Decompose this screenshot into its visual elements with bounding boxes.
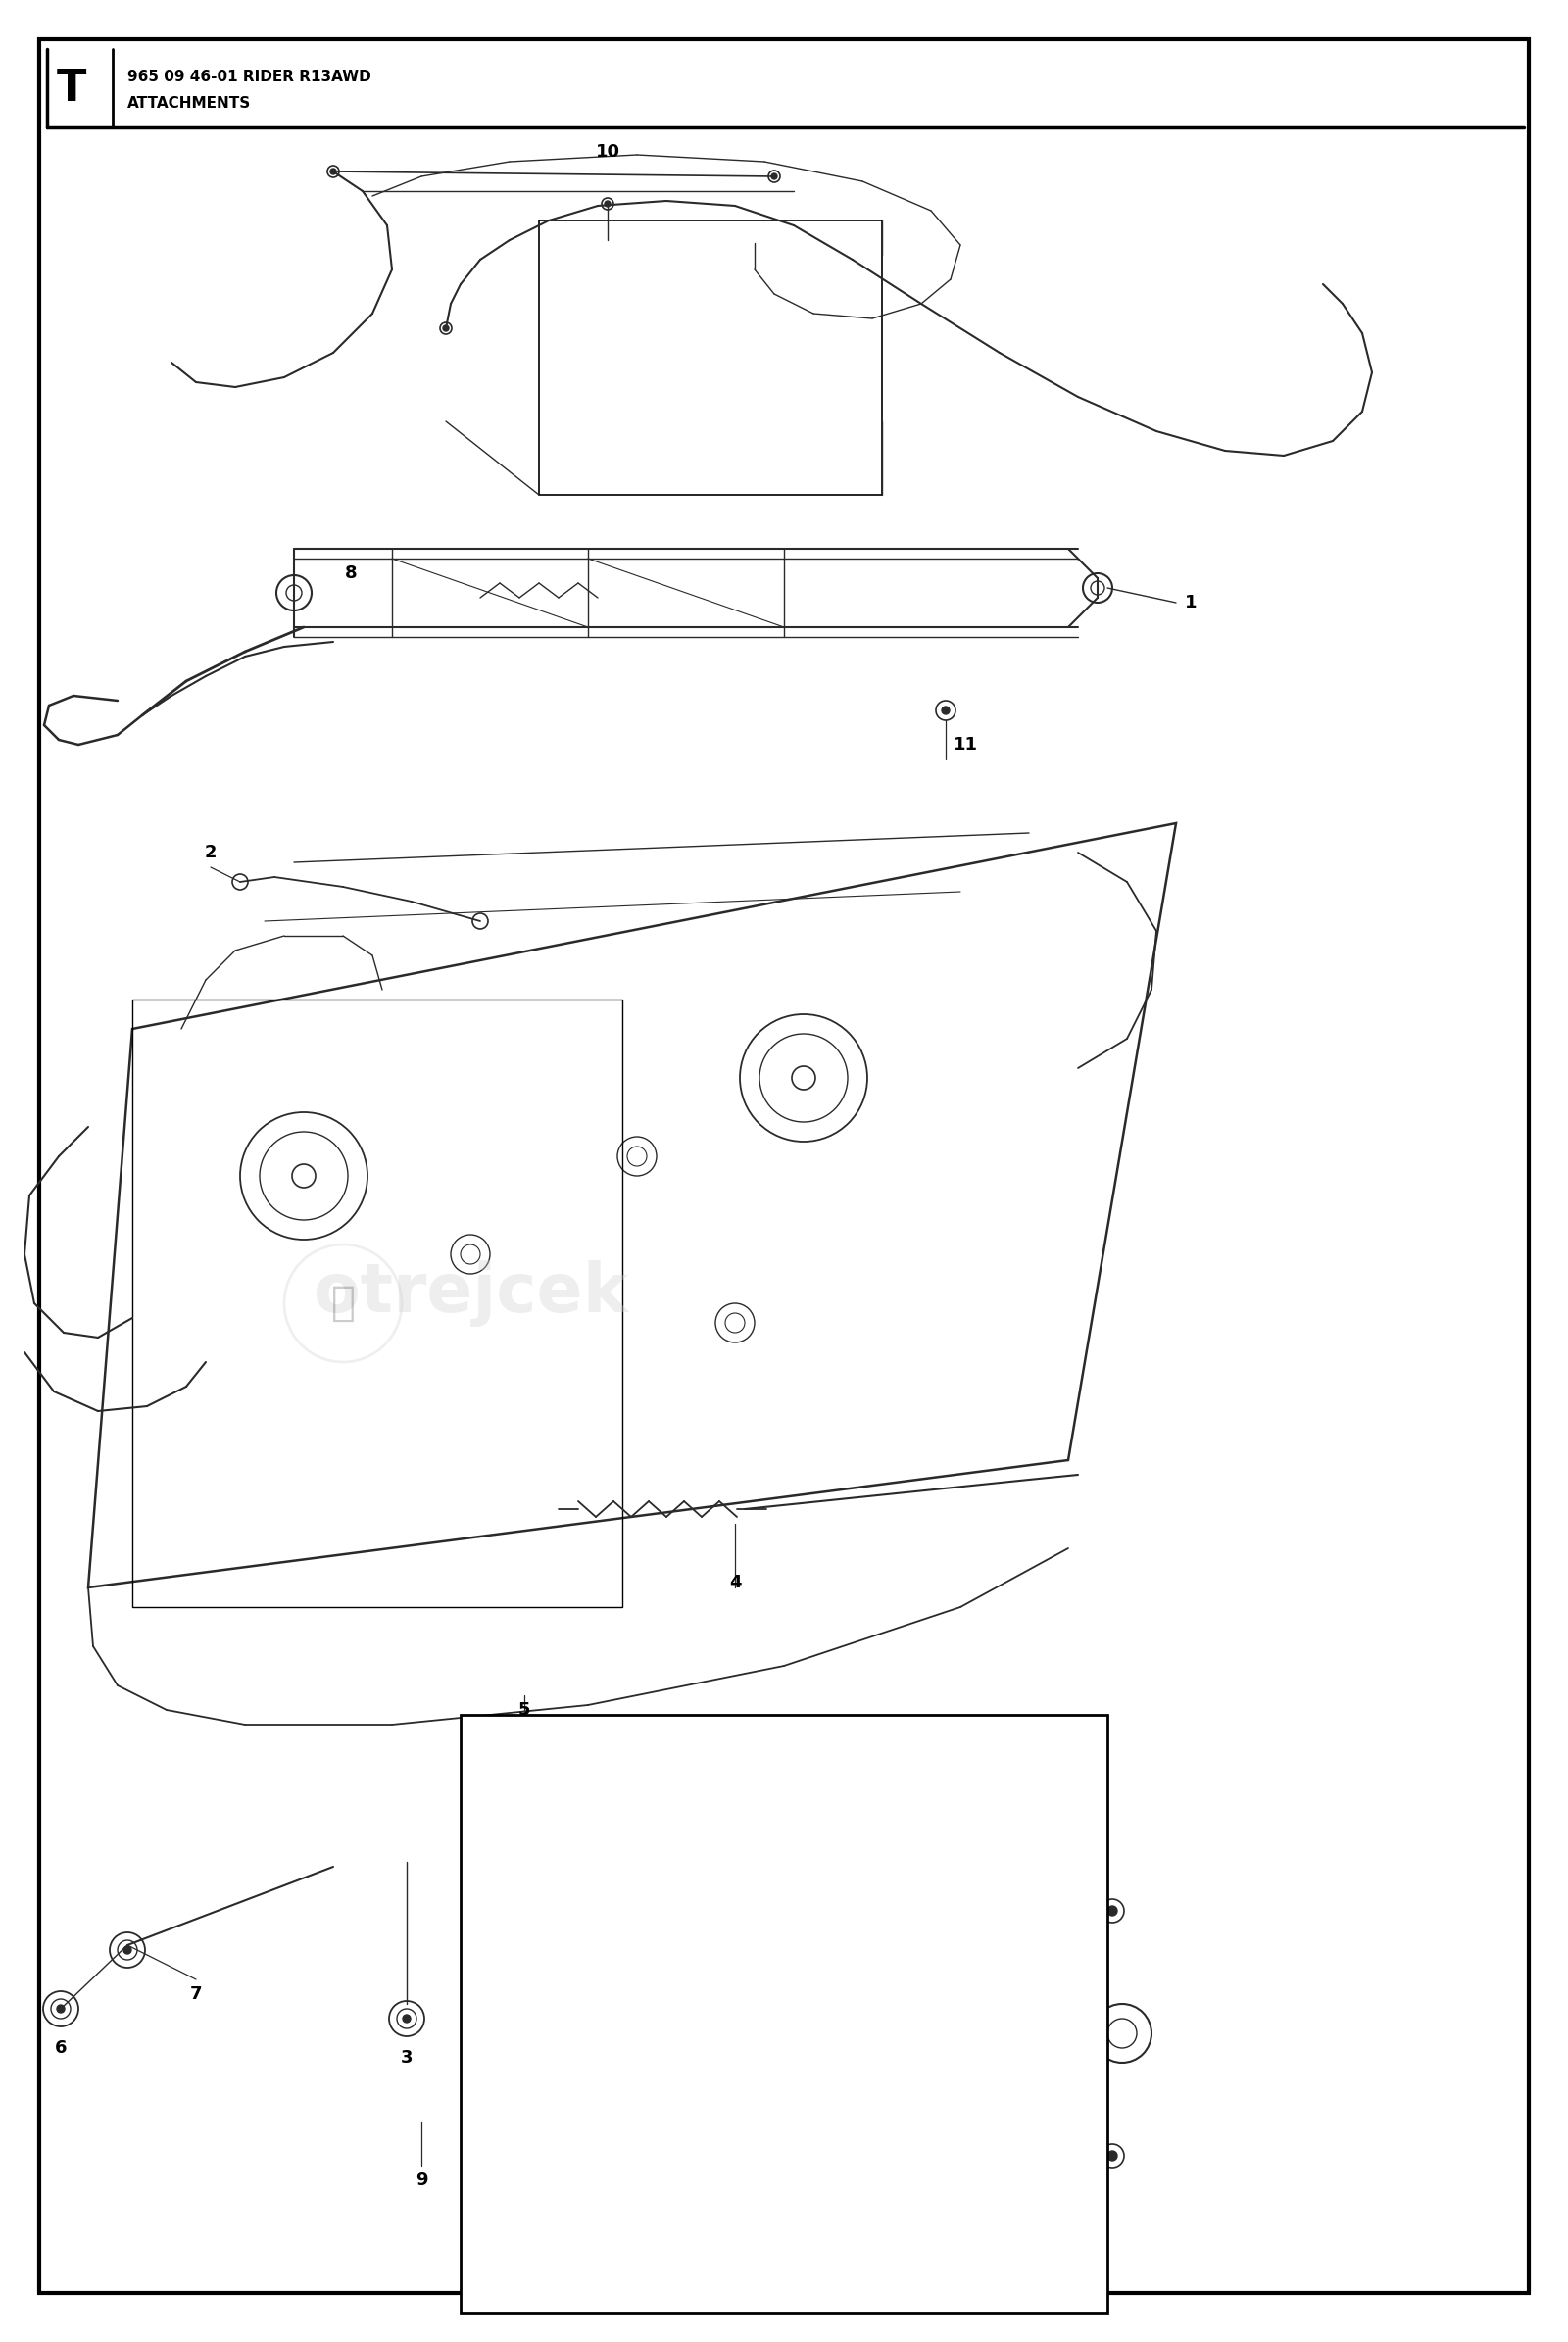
Circle shape [936,700,955,721]
Circle shape [403,2014,411,2023]
Text: 9: 9 [416,2171,428,2190]
Circle shape [605,201,610,206]
Circle shape [759,2005,809,2054]
Circle shape [768,171,781,183]
Circle shape [444,326,448,330]
Text: 3: 3 [400,2049,412,2066]
Circle shape [503,1801,527,1824]
Circle shape [44,1991,78,2026]
Circle shape [1107,1906,1116,1916]
Circle shape [331,169,336,173]
Text: 8: 8 [345,564,358,583]
Circle shape [1049,1808,1058,1817]
Circle shape [441,323,452,335]
Circle shape [1083,574,1112,602]
Text: T: T [56,68,86,110]
Circle shape [1041,1801,1065,1824]
Circle shape [792,1066,815,1089]
Circle shape [602,199,613,211]
Circle shape [942,707,950,714]
Text: 7: 7 [190,1986,202,2002]
Text: 1: 1 [1184,595,1196,611]
Circle shape [56,2005,64,2012]
Circle shape [472,913,488,930]
Circle shape [510,2248,519,2258]
Circle shape [892,2014,922,2042]
Circle shape [771,173,778,180]
Text: 11: 11 [953,735,977,754]
Circle shape [1107,2150,1116,2162]
Circle shape [510,1808,519,1817]
Circle shape [1101,1899,1124,1923]
Bar [132,1000,622,1607]
Circle shape [503,2241,527,2265]
Circle shape [389,2000,425,2035]
Circle shape [779,2023,789,2033]
Circle shape [232,874,248,890]
Text: otrejcek: otrejcek [314,1260,627,1328]
Circle shape [1041,2241,1065,2265]
Text: 🍃: 🍃 [331,1283,356,1323]
Circle shape [292,1164,315,1187]
Circle shape [648,2014,676,2042]
Circle shape [1093,2005,1151,2063]
Text: 965 09 46-01 RIDER R13AWD: 965 09 46-01 RIDER R13AWD [127,68,372,84]
Circle shape [328,166,339,178]
Bar [539,220,881,494]
Circle shape [110,1932,144,1967]
Bar [461,1714,1107,2312]
Circle shape [1101,2143,1124,2169]
Text: 2: 2 [204,843,216,862]
Text: 6: 6 [55,2040,67,2056]
Circle shape [1049,2248,1058,2258]
Text: 5: 5 [517,1700,530,1719]
Text: 10: 10 [596,143,619,162]
Text: ATTACHMENTS: ATTACHMENTS [127,96,251,110]
Text: 4: 4 [729,1574,742,1590]
Circle shape [124,1946,132,1953]
Circle shape [276,576,312,611]
